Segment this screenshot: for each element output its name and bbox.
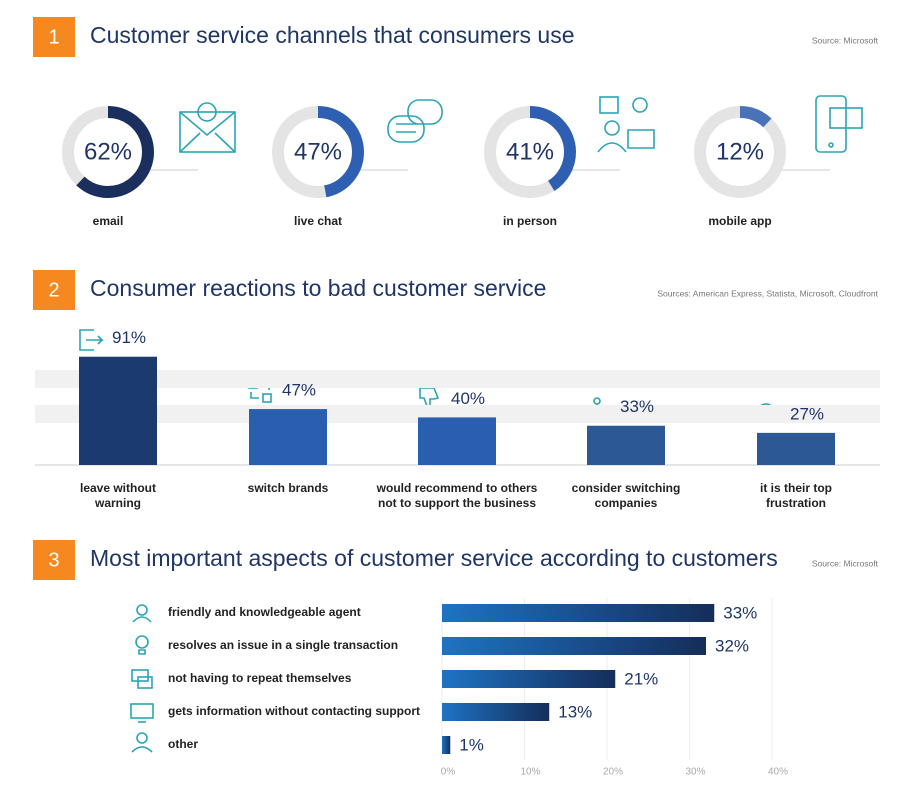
person-icon [597, 96, 655, 153]
value-label: 47% [282, 381, 316, 400]
bulb-icon [135, 635, 149, 655]
value-label: 27% [790, 404, 824, 423]
bar [79, 356, 157, 465]
category-label: switch brands [247, 481, 329, 495]
email-icon [179, 102, 236, 153]
section-badge [33, 270, 75, 310]
category-label: leave without warning [79, 481, 156, 510]
value-label: 91% [112, 328, 146, 347]
bar [757, 432, 835, 465]
donut-arc [694, 106, 786, 198]
chat2-icon [131, 669, 153, 689]
value-label: 13% [558, 702, 592, 721]
x-tick-label: 20% [603, 767, 623, 778]
chat-icon [387, 99, 443, 143]
section-badge [33, 17, 75, 57]
donut-value: 62% [84, 138, 132, 165]
section-title: Most important aspects of customer servi… [90, 545, 778, 571]
band [35, 405, 880, 423]
category-label: live chat [294, 214, 342, 228]
screen-icon [130, 703, 154, 723]
category-label: other [168, 737, 198, 751]
section-number: 2 [48, 279, 59, 301]
value-label: 33% [620, 397, 654, 416]
section-title: Consumer reactions to bad customer servi… [90, 275, 546, 301]
section-source: Source: Microsoft [812, 558, 879, 568]
donut-arc [272, 106, 364, 198]
x-tick-label: 40% [768, 767, 788, 778]
section-source: Sources: American Express, Statista, Mic… [657, 288, 878, 298]
category-label: resolves an issue in a single transactio… [168, 638, 398, 652]
bar [442, 604, 715, 622]
bar [249, 409, 327, 465]
bar [587, 425, 665, 465]
category-label: consider switching companies [571, 481, 681, 510]
category-label: gets information without contacting supp… [168, 704, 420, 718]
thumb-icon [419, 387, 440, 409]
group-icon [131, 732, 153, 753]
category-label: friendly and knowledgeable agent [168, 605, 361, 619]
value-label: 40% [451, 389, 485, 408]
bar [442, 670, 616, 688]
band [35, 370, 880, 388]
section-source: Source: Microsoft [812, 35, 879, 45]
bar [442, 703, 550, 721]
category-label: not having to repeat themselves [168, 671, 352, 685]
donut-value: 41% [506, 138, 554, 165]
leave-icon [79, 329, 104, 351]
bar [418, 417, 496, 465]
value-label: 33% [723, 603, 757, 622]
bar [442, 736, 451, 754]
x-tick-label: 30% [685, 767, 705, 778]
category-label: would recommend to others not to support… [376, 481, 538, 510]
agent-icon [132, 604, 152, 623]
value-label: 1% [459, 735, 484, 754]
x-tick-label: 0% [441, 767, 456, 778]
value-label: 32% [715, 636, 749, 655]
section-number: 1 [48, 26, 59, 48]
category-label: mobile app [708, 214, 771, 228]
donut-arc [62, 106, 154, 198]
donut-value: 12% [716, 138, 764, 165]
section-number: 3 [48, 549, 59, 571]
section-badge [33, 540, 75, 580]
category-label: in person [503, 214, 557, 228]
category-label: it is their top frustration [760, 481, 832, 510]
category-label: email [93, 214, 124, 228]
section-title: Customer service channels that consumers… [90, 22, 575, 48]
donut-value: 47% [294, 138, 342, 165]
x-tick-label: 10% [520, 767, 540, 778]
donut-arc [484, 106, 576, 198]
bar [442, 637, 706, 655]
mobile-icon [815, 95, 863, 153]
value-label: 21% [624, 669, 658, 688]
